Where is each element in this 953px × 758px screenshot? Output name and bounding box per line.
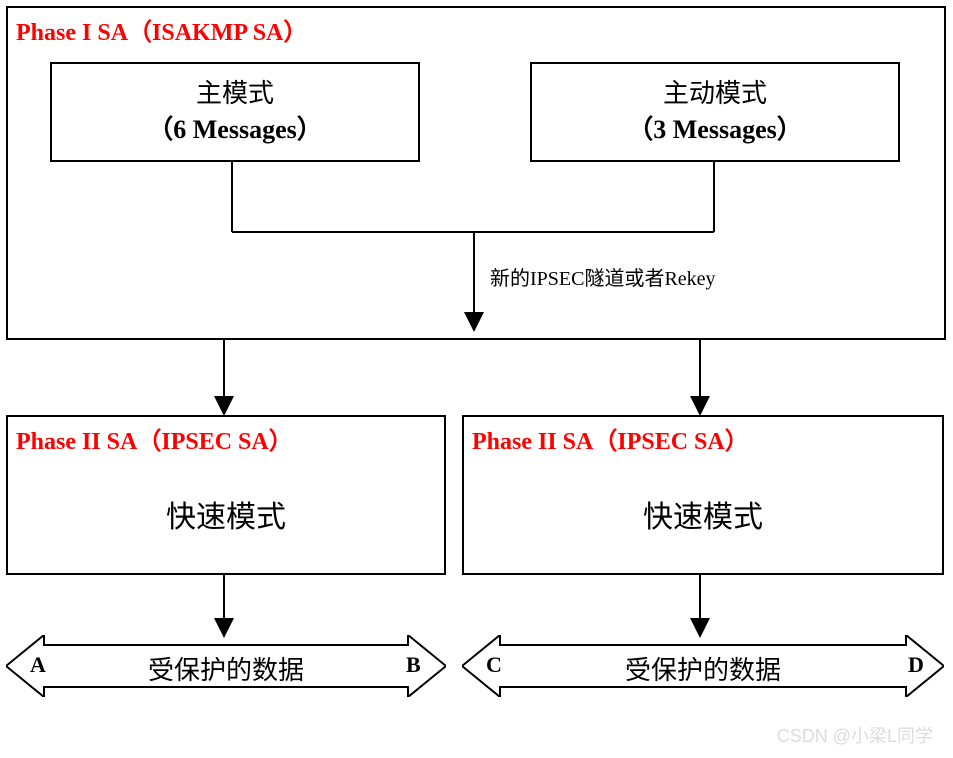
phase2-left-box: Phase II SA（IPSEC SA） 快速模式 xyxy=(6,415,446,575)
watermark: CSDN @小梁L同学 xyxy=(777,722,933,748)
phase2-right-box: Phase II SA（IPSEC SA） 快速模式 xyxy=(462,415,944,575)
phase2-left-title: Phase II SA（IPSEC SA） xyxy=(16,421,293,456)
diagram-canvas: Phase I SA（ISAKMP SA） 主模式 （6 Messages） 主… xyxy=(0,0,953,758)
phase2-right-title: Phase II SA（IPSEC SA） xyxy=(472,421,749,456)
main-mode-line2: （6 Messages） xyxy=(147,112,322,148)
phase2-left-mode: 快速模式 xyxy=(8,492,444,536)
aggressive-mode-line1: 主动模式 xyxy=(663,76,767,112)
protected-right-d: D xyxy=(908,652,924,678)
aggressive-mode-box: 主动模式 （3 Messages） xyxy=(530,62,900,162)
main-mode-line1: 主模式 xyxy=(196,76,274,112)
phase2-right-mode: 快速模式 xyxy=(464,492,942,536)
main-mode-box: 主模式 （6 Messages） xyxy=(50,62,420,162)
phase1-title: Phase I SA（ISAKMP SA） xyxy=(16,12,307,47)
protected-right-label: 受保护的数据 xyxy=(462,650,944,687)
phase1-box: Phase I SA（ISAKMP SA） xyxy=(6,6,946,340)
rekey-label: 新的IPSEC隧道或者Rekey xyxy=(490,262,716,291)
aggressive-mode-line2: （3 Messages） xyxy=(627,112,802,148)
protected-left-b: B xyxy=(406,652,421,678)
protected-left-label: 受保护的数据 xyxy=(6,650,446,687)
